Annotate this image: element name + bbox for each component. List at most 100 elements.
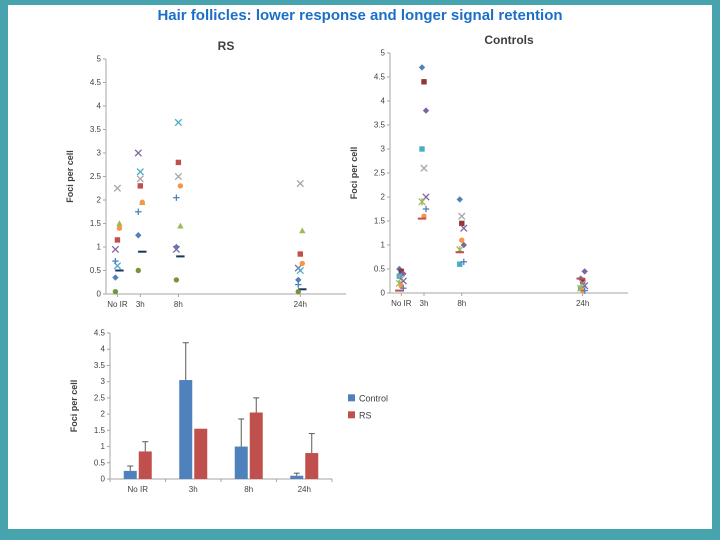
data-point <box>457 261 463 267</box>
data-point <box>172 245 181 254</box>
y-tick-label: 2 <box>101 410 106 419</box>
chart-title: Controls <box>484 33 534 47</box>
data-point <box>112 274 119 281</box>
data-point <box>114 237 121 243</box>
y-tick-label: 1.5 <box>374 217 386 226</box>
data-point <box>295 276 302 284</box>
y-tick-label: 4 <box>101 345 106 354</box>
legend-label: RS <box>359 410 372 420</box>
y-axis-title: Foci per cell <box>349 147 359 200</box>
data-point <box>459 220 465 227</box>
data-point <box>458 212 466 220</box>
data-point <box>456 196 463 203</box>
bar-rs <box>138 451 152 479</box>
y-tick-label: 4.5 <box>94 329 106 338</box>
y-tick-label: 1 <box>97 243 102 252</box>
y-tick-label: 0 <box>101 475 106 484</box>
rs-chart-svg: RS 0 0.5 1 1.5 2 2.5 3 3.5 4 4.5 5 No IR 3h 8h 24h Foci … <box>65 39 346 309</box>
bar-chart-svg: 0 0.5 1 1.5 2 2.5 3 3.5 4 4.5 No IR 3h 8h 24h Foci per… <box>69 329 388 495</box>
data-point <box>111 245 120 254</box>
y-axis-title: Foci per cell <box>69 380 79 433</box>
x-tick-label: 3h <box>420 299 429 308</box>
y-tick-label: 4 <box>97 102 102 111</box>
bar-control <box>123 470 137 479</box>
data-point <box>174 172 183 181</box>
x-tick-label: No IR <box>128 485 149 494</box>
y-tick-label: 3 <box>101 377 106 386</box>
data-point <box>112 288 119 295</box>
data-point <box>135 267 141 274</box>
data-point <box>418 64 426 71</box>
bar-rs <box>305 453 319 479</box>
data-point <box>421 213 427 219</box>
data-point <box>296 179 304 188</box>
slide-title: Hair follicles: lower response and longe… <box>157 7 563 24</box>
data-point <box>173 277 180 283</box>
data-point <box>174 118 183 127</box>
y-tick-label: 3.5 <box>94 361 106 370</box>
data-point <box>295 288 301 295</box>
x-tick-label: No IR <box>391 299 412 308</box>
legend-swatch <box>348 411 355 419</box>
data-point <box>136 175 144 183</box>
y-tick-label: 2.5 <box>90 172 102 181</box>
x-tick-label: 8h <box>174 300 183 309</box>
x-tick-label: 24h <box>298 485 311 494</box>
y-tick-label: 3 <box>97 149 102 158</box>
data-point <box>135 232 142 239</box>
data-point <box>299 227 306 234</box>
data-point <box>299 260 305 267</box>
y-tick-label: 1.5 <box>90 219 102 228</box>
y-tick-label: 4 <box>381 97 386 106</box>
controls-scatter-chart: Controls 0 0.5 1 1.5 2 2.5 3 3.5 4 4.5 5 No IR 3h 8h 24… <box>346 31 636 328</box>
data-point <box>136 168 144 176</box>
data-point <box>175 159 182 166</box>
data-point <box>460 241 467 249</box>
data-point <box>116 220 123 227</box>
data-point <box>398 268 405 275</box>
data-point <box>116 225 123 231</box>
data-point <box>460 224 468 232</box>
x-tick-label: 24h <box>576 299 589 308</box>
y-tick-label: 1 <box>381 241 386 250</box>
rs-scatter-chart: RS 0 0.5 1 1.5 2 2.5 3 3.5 4 4.5 5 No IR 3h 8h 24h Foci … <box>62 37 354 329</box>
data-point <box>297 251 303 257</box>
x-tick-label: 3h <box>136 300 145 309</box>
slide-content: Hair follicles: lower response and longe… <box>8 5 712 529</box>
data-point <box>581 268 588 275</box>
bar-control <box>234 446 248 479</box>
data-point <box>421 79 427 85</box>
x-tick-label: 3h <box>189 485 198 494</box>
y-tick-label: 0 <box>381 289 386 298</box>
data-point <box>177 222 184 229</box>
data-point <box>139 199 145 206</box>
y-tick-label: 0 <box>97 290 102 299</box>
legend-label: Control <box>359 393 388 403</box>
y-tick-label: 3.5 <box>90 125 102 134</box>
y-tick-label: 0.5 <box>90 266 102 275</box>
controls-chart-svg: Controls 0 0.5 1 1.5 2 2.5 3 3.5 4 4.5 5 No IR 3h 8h 24… <box>349 33 628 308</box>
y-tick-label: 3.5 <box>374 121 386 130</box>
data-point <box>137 183 143 189</box>
data-point <box>113 184 122 192</box>
comparison-bar-chart: 0 0.5 1 1.5 2 2.5 3 3.5 4 4.5 No IR 3h 8h 24h Foci per… <box>66 323 406 510</box>
bar-control <box>179 380 193 479</box>
data-point <box>296 266 304 275</box>
data-point <box>420 164 428 172</box>
y-tick-label: 1.5 <box>94 426 106 435</box>
y-tick-label: 2.5 <box>94 393 106 402</box>
data-point <box>579 278 586 284</box>
x-tick-label: 8h <box>244 485 253 494</box>
bar-rs <box>194 428 208 479</box>
y-tick-label: 5 <box>97 55 102 64</box>
data-point <box>459 237 465 243</box>
data-point <box>422 107 430 114</box>
y-tick-label: 2 <box>381 193 386 202</box>
bar-control <box>290 475 304 479</box>
y-tick-label: 4.5 <box>374 73 386 82</box>
data-point <box>134 149 142 157</box>
data-point <box>419 146 425 152</box>
y-tick-label: 3 <box>381 145 386 154</box>
data-point <box>398 283 405 289</box>
